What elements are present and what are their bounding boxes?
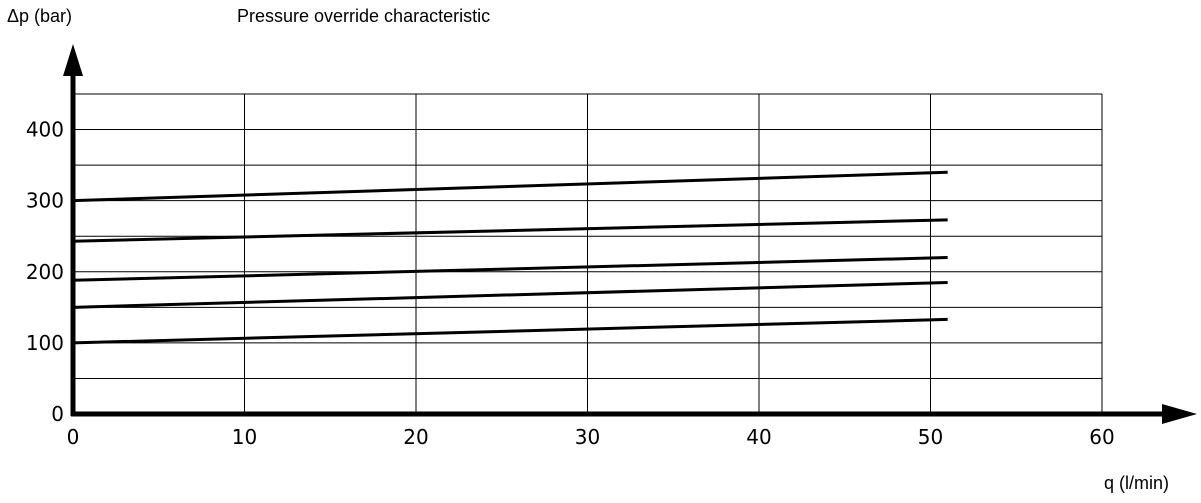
x-tick-label: 20	[403, 425, 428, 449]
grid	[73, 93, 1103, 414]
series-group	[72, 170, 948, 345]
y-tick-label: 0	[51, 402, 64, 426]
series-line-5	[72, 317, 948, 345]
tick-labels: 0 100 200 300 400 0 10 20 30 40 50 60	[26, 118, 1115, 449]
series-line-4	[72, 280, 948, 309]
y-axis-label: Δp (bar)	[7, 6, 73, 26]
y-tick-label: 100	[26, 331, 64, 355]
y-tick-label: 200	[26, 260, 64, 284]
axes	[63, 44, 1197, 424]
series-line-2	[72, 218, 948, 243]
x-axis-label: q (l/min)	[1104, 473, 1170, 493]
x-tick-label: 0	[67, 425, 80, 449]
x-axis-arrow	[1162, 404, 1197, 424]
x-tick-label: 60	[1089, 425, 1114, 449]
y-axis-arrow	[63, 44, 83, 76]
series-line-3	[72, 256, 948, 282]
x-tick-label: 30	[575, 425, 600, 449]
x-tick-label: 10	[232, 425, 257, 449]
x-tick-label: 50	[918, 425, 943, 449]
series-line-1	[72, 170, 948, 203]
y-tick-label: 400	[26, 118, 64, 142]
x-tick-label: 40	[746, 425, 771, 449]
y-tick-label: 300	[26, 189, 64, 213]
chart-title: Pressure override characteristic	[237, 6, 491, 26]
